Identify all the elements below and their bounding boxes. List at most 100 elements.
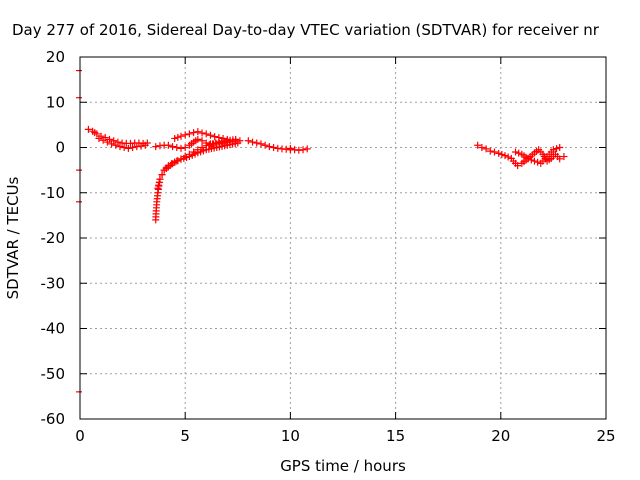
data-point (236, 137, 244, 145)
data-point (112, 141, 120, 149)
data-point (534, 158, 542, 166)
data-point (556, 144, 564, 151)
data-point (265, 143, 273, 151)
data-point (190, 129, 198, 137)
data-point (95, 134, 103, 142)
data-point (504, 153, 512, 161)
x-tick-label: 10 (281, 427, 300, 445)
y-tick-label: -30 (41, 274, 66, 292)
data-point (486, 147, 494, 155)
data-point (524, 155, 532, 163)
data-point (93, 130, 101, 138)
data-point (190, 148, 198, 156)
plot-frame (79, 56, 607, 420)
data-point (108, 140, 116, 148)
x-tick-label: 20 (491, 427, 510, 445)
data-point (244, 137, 252, 145)
data-point (173, 157, 181, 165)
data-point (560, 153, 568, 161)
data-point (154, 184, 162, 192)
data-point (181, 131, 189, 139)
data-point (194, 146, 202, 154)
data-point (498, 151, 506, 159)
data-point (198, 129, 206, 137)
x-axis-label: GPS time / hours (280, 457, 406, 475)
data-point (174, 133, 182, 141)
data-point (515, 149, 523, 157)
data-point (215, 134, 223, 142)
data-point (474, 141, 482, 149)
data-point (527, 156, 535, 164)
chart-title: Day 277 of 2016, Sidereal Day-to-day VTE… (12, 21, 600, 39)
y-tick-label: -40 (41, 320, 66, 338)
data-point (129, 144, 137, 151)
data-point (177, 155, 185, 163)
data-point (202, 139, 210, 147)
data-point (206, 131, 214, 139)
data-point (556, 155, 564, 163)
data-point (270, 144, 278, 151)
data-point (194, 135, 202, 143)
y-tick-label: -10 (41, 184, 66, 202)
data-point (171, 134, 179, 142)
data-point (299, 146, 307, 154)
y-tick-label: -60 (41, 410, 66, 428)
data-point (490, 148, 498, 156)
data-point (137, 142, 145, 150)
y-tick-label: 0 (55, 139, 65, 157)
data-point (501, 152, 509, 160)
data-point (185, 150, 193, 158)
data-point (253, 139, 261, 147)
data-point (177, 144, 185, 152)
data-point (553, 145, 561, 153)
data-point (120, 144, 128, 151)
y-axis-label: SDTVAR / TECUs (4, 176, 22, 299)
data-point (155, 181, 163, 189)
data-point (512, 148, 520, 156)
x-tick-label: 15 (386, 427, 405, 445)
data-point (482, 145, 490, 153)
y-tick-label: 20 (46, 48, 65, 66)
data-point (156, 175, 164, 183)
data-point (223, 135, 231, 143)
x-tick-label: 0 (75, 427, 85, 445)
data-point (286, 144, 294, 152)
data-point (202, 130, 210, 138)
data-point (549, 146, 557, 154)
data-point (141, 141, 149, 149)
data-point (181, 144, 189, 151)
grid (80, 57, 606, 419)
data-point (249, 138, 257, 146)
x-tick-label: 25 (596, 427, 615, 445)
data-point (478, 144, 486, 151)
x-axis-ticks: 0 5 10 15 20 25 (75, 57, 616, 445)
data-point (261, 141, 269, 149)
data-point (257, 140, 265, 148)
data-point (152, 143, 160, 151)
data-point (514, 162, 522, 170)
data-point (198, 137, 206, 145)
data-point (173, 144, 181, 151)
x-tick-label: 5 (180, 427, 190, 445)
data-point (116, 143, 124, 151)
data-point (177, 132, 185, 140)
data-points (84, 125, 568, 224)
data-point (181, 153, 189, 161)
data-point (219, 134, 227, 142)
data-point (124, 144, 132, 152)
data-point (194, 128, 202, 136)
y-tick-label: -20 (41, 229, 66, 247)
data-point (169, 143, 177, 151)
data-point (158, 171, 166, 179)
data-point (164, 141, 172, 149)
y-tick-label: 10 (46, 93, 65, 111)
data-point (155, 178, 163, 186)
data-point (530, 157, 538, 165)
data-point (211, 133, 219, 141)
data-point (84, 125, 92, 133)
data-point (303, 145, 311, 153)
y-axis-ticks: -60 -50 -40 -30 -20 -10 0 10 20 (41, 48, 606, 428)
data-point (103, 138, 111, 146)
